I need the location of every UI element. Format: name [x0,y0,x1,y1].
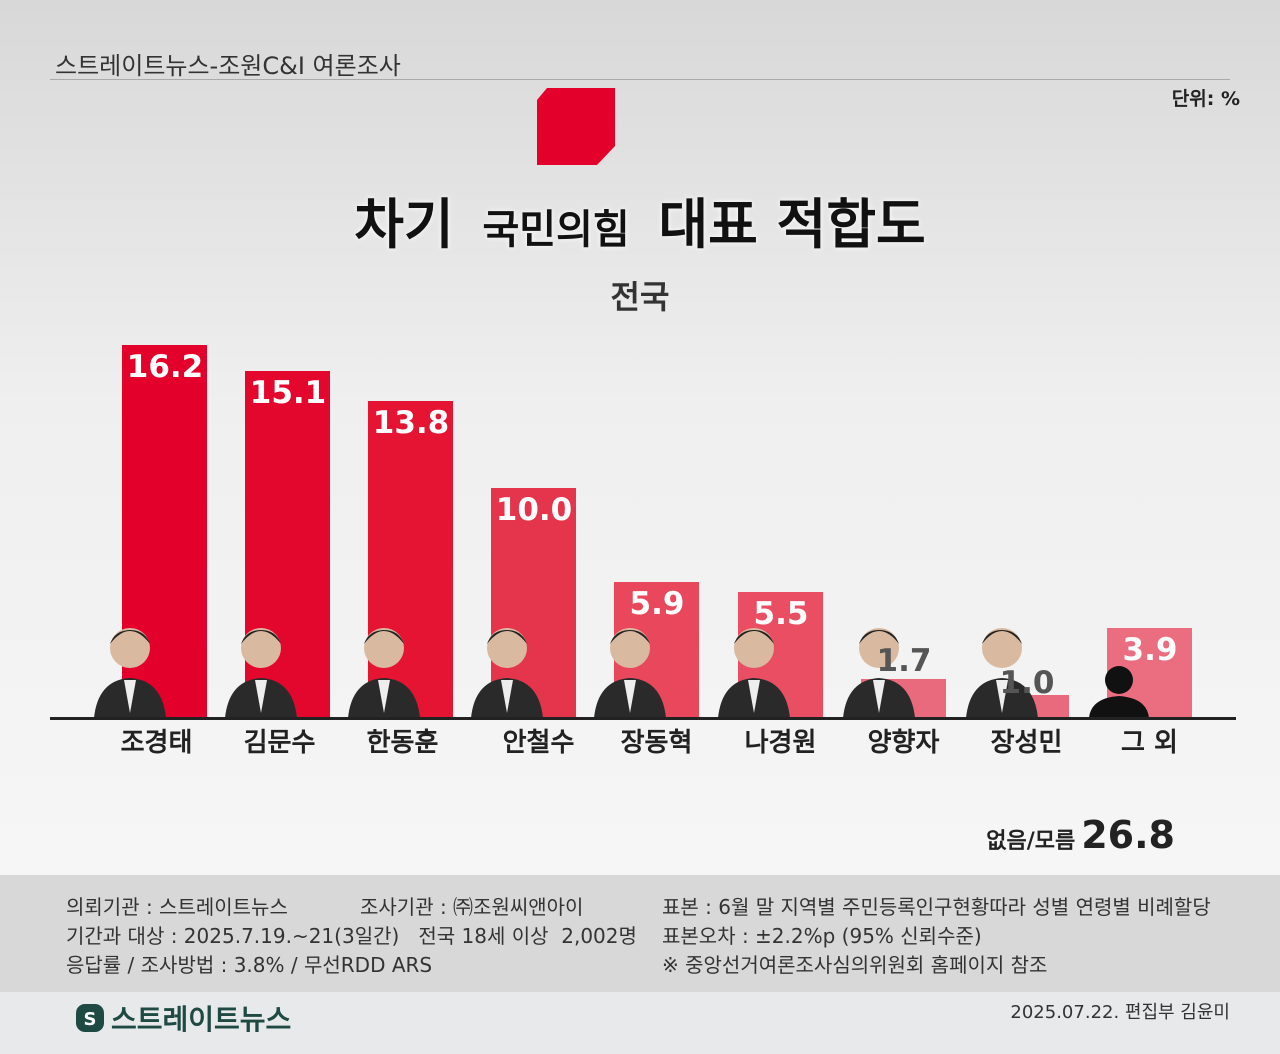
chart-subtitle: 전국 [610,278,670,316]
no-answer-text: 없음/모름 [986,829,1076,854]
person-photo-icon [90,618,170,718]
x-axis-line [50,717,1236,720]
sample-info: 표본 : 6월 말 지역별 주민등록인구현황따라 성별 연령별 비례할당 [662,895,1211,919]
divider [50,79,1230,80]
category-label: 안철수 [502,728,575,758]
client-info: 의뢰기관 : 스트레이트뉴스 [66,895,288,919]
person-photo-icon [590,618,670,718]
brand-icon: S [76,1004,104,1032]
date-credit: 2025.07.22. 편집부 김윤미 [1010,1002,1230,1023]
person-photo-icon [221,618,301,718]
brand-logo: S 스트레이트뉴스 [75,998,291,1038]
title-party: 국민의힘 [482,207,630,253]
period-info: 기간과 대상 : 2025.7.19.~21(3일간) 전국 18세 이상 2,… [66,924,637,948]
value-label: 3.9 [1122,632,1178,669]
value-label: 15.1 [249,374,327,411]
person-photo-icon [962,618,1042,718]
category-label: 장동혁 [620,728,693,758]
title-pre: 차기 [354,193,454,256]
method-info: 응답률 / 조사방법 : 3.8% / 무선RDD ARS [66,953,433,977]
category-label: 그 외 [1121,728,1178,758]
value-label: 1.0 [999,665,1055,701]
survey-info: 의뢰기관 : 스트레이트뉴스 조사기관 : ㈜조원씨앤아이 기간과 대상 : 2… [0,875,1280,992]
chart-title: 차기 국민의힘 대표 적합도 [0,180,1280,259]
error-info: 표본오차 : ±2.2%p (95% 신뢰수준) [662,924,982,948]
value-label: 13.8 [372,404,450,441]
category-label: 조경태 [120,728,193,758]
value-label: 5.9 [629,586,685,623]
brand-name: 스트레이트뉴스 [111,1003,292,1036]
person-photo-icon [344,618,424,718]
title-post: 대표 적합도 [658,193,926,256]
note-info: ※ 중앙선거여론조사심의위원회 홈페이지 참조 [662,953,1048,977]
value-label: 1.7 [876,642,932,679]
category-label: 나경원 [744,728,817,758]
category-label: 한동훈 [366,728,439,758]
unit-label: 단위: % [1171,88,1240,110]
value-label: 5.5 [753,595,809,632]
source-label: 스트레이트뉴스-조원C&I 여론조사 [55,52,401,80]
category-label: 장성민 [990,728,1063,758]
no-answer-value: 26.8 [1081,813,1175,857]
bottom-bar [0,992,1280,1054]
svg-text:S: S [84,1009,97,1030]
category-label: 양향자 [867,728,940,758]
person-photo-icon [714,618,794,718]
person-photo-icon [839,618,919,718]
value-label: 16.2 [126,349,204,386]
person-photo-icon [1079,618,1159,718]
category-label: 김문수 [243,728,316,758]
person-photo-icon [467,618,547,718]
value-label: 10.0 [495,492,573,528]
agency-info: 조사기관 : ㈜조원씨앤아이 [360,895,584,919]
no-answer-label: 없음/모름 26.8 [986,813,1175,857]
party-logo-icon [537,88,615,165]
